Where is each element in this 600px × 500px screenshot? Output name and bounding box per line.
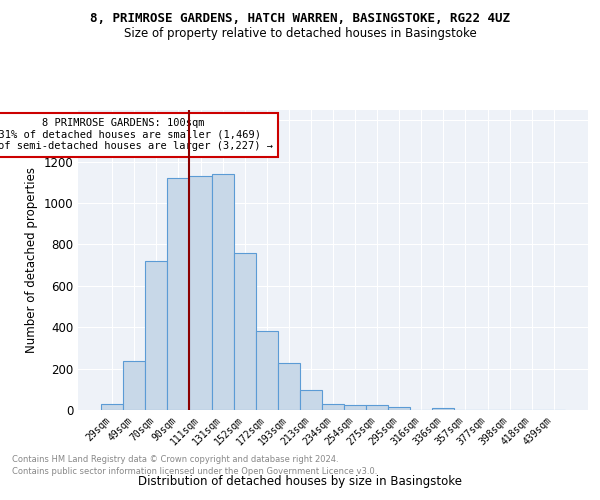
Text: Contains public sector information licensed under the Open Government Licence v3: Contains public sector information licen… (12, 467, 377, 476)
Bar (167, 178, 190, 410)
Bar (278, 364, 300, 410)
Text: Contains HM Land Registry data © Crown copyright and database right 2024.: Contains HM Land Registry data © Crown c… (12, 455, 338, 464)
Bar (212, 174, 233, 410)
Bar (190, 176, 212, 410)
Bar (256, 332, 278, 410)
Y-axis label: Number of detached properties: Number of detached properties (25, 167, 38, 353)
Bar (366, 406, 388, 410)
Bar (344, 405, 366, 410)
Text: 8 PRIMROSE GARDENS: 100sqm
← 31% of detached houses are smaller (1,469)
68% of s: 8 PRIMROSE GARDENS: 100sqm ← 31% of deta… (0, 118, 273, 152)
Bar (233, 253, 256, 410)
Bar (433, 408, 454, 410)
Bar (388, 407, 410, 410)
Bar (101, 404, 123, 410)
Text: Distribution of detached houses by size in Basingstoke: Distribution of detached houses by size … (138, 474, 462, 488)
Bar (145, 261, 167, 410)
Bar (300, 390, 322, 410)
Text: Size of property relative to detached houses in Basingstoke: Size of property relative to detached ho… (124, 28, 476, 40)
Bar (322, 404, 344, 410)
Bar (123, 362, 145, 410)
Text: 8, PRIMROSE GARDENS, HATCH WARREN, BASINGSTOKE, RG22 4UZ: 8, PRIMROSE GARDENS, HATCH WARREN, BASIN… (90, 12, 510, 26)
